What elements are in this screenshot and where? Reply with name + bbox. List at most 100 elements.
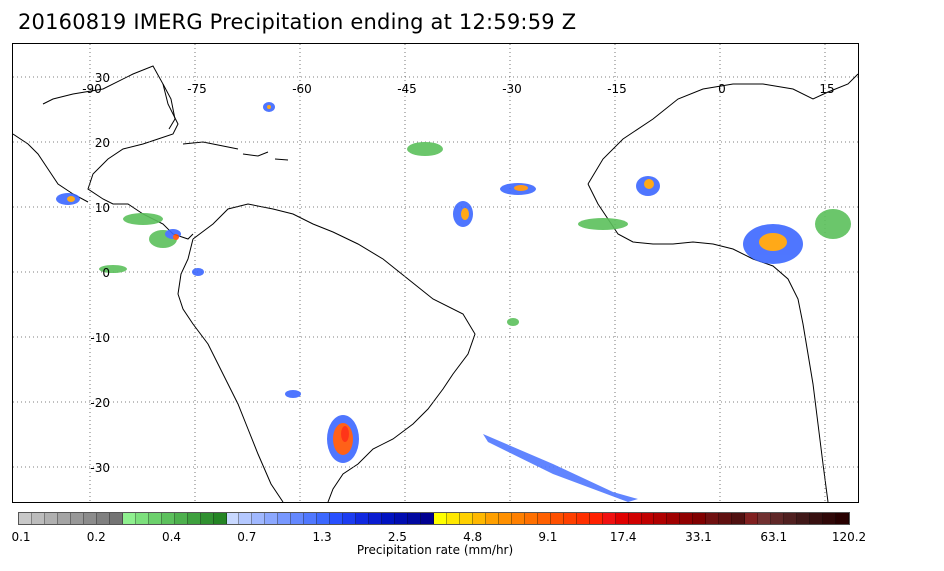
colorbar-cell [174, 513, 188, 524]
colorbar-cell [382, 513, 396, 524]
colorbar-cell [693, 513, 707, 524]
colorbar-cell [615, 513, 629, 524]
longitude-label: -75 [187, 82, 207, 96]
map-canvas: -90 -75 -60 -45 -30 -15 0 15 30 20 10 0 -10 -20 -30 [13, 44, 858, 502]
colorbar-cell [317, 513, 331, 524]
colorbar-cell [31, 513, 45, 524]
colorbar-cell [719, 513, 733, 524]
longitude-label: 0 [718, 82, 726, 96]
colorbar-cell [550, 513, 564, 524]
latitude-label: -10 [90, 331, 110, 345]
colorbar-cell [291, 513, 305, 524]
coastlines [13, 65, 858, 502]
colorbar-cell [732, 513, 746, 524]
colorbar-cell [459, 513, 473, 524]
latitude-label: 10 [95, 201, 110, 215]
colorbar-cell [823, 513, 837, 524]
colorbar-cell [797, 513, 811, 524]
longitude-label: -60 [292, 82, 312, 96]
colorbar-cell [187, 513, 201, 524]
graticule [13, 44, 858, 502]
colorbar-cell [239, 513, 253, 524]
longitude-labels: -90 -75 -60 -45 -30 -15 0 15 [82, 82, 834, 96]
colorbar-tick-label: 17.4 [609, 530, 637, 544]
colorbar-cell [252, 513, 266, 524]
colorbar-tick-label: 0.7 [237, 530, 257, 544]
colorbar-cell [421, 513, 434, 524]
colorbar-cell [57, 513, 71, 524]
colorbar-cell [369, 513, 383, 524]
colorbar-cell [83, 513, 97, 524]
precipitation-map: -90 -75 -60 -45 -30 -15 0 15 30 20 10 0 -10 -20 -30 [12, 43, 859, 503]
longitude-label: -90 [82, 82, 102, 96]
colorbar-cell [576, 513, 590, 524]
colorbar-cell [96, 513, 110, 524]
colorbar-cell [343, 513, 357, 524]
colorbar-cell [654, 513, 668, 524]
colorbar-tick-label: 9.1 [538, 530, 558, 544]
colorbar-cell [70, 513, 84, 524]
colorbar-cell [667, 513, 681, 524]
latitude-label: 0 [102, 266, 110, 280]
colorbar-cell [537, 513, 551, 524]
colorbar-cell [628, 513, 642, 524]
colorbar-cell [19, 513, 32, 524]
colorbar-cell [745, 513, 759, 524]
colorbar-cell [472, 513, 486, 524]
colorbar-tick-label: 33.1 [685, 530, 712, 544]
colorbar-cell [680, 513, 694, 524]
longitude-label: -15 [607, 82, 627, 96]
colorbar-cell [408, 513, 422, 524]
colorbar-tick-label: 0.4 [161, 530, 182, 544]
colorbar-cell [109, 513, 123, 524]
latitude-label: -30 [90, 461, 110, 475]
colorbar-cell [485, 513, 499, 524]
colorbar-cell [148, 513, 162, 524]
colorbar-cell [278, 513, 292, 524]
colorbar-cell [498, 513, 512, 524]
map-title: 20160819 IMERG Precipitation ending at 1… [18, 10, 577, 34]
colorbar-cell [524, 513, 538, 524]
colorbar-cell [446, 513, 460, 524]
longitude-label: -45 [397, 82, 417, 96]
colorbar [18, 512, 850, 525]
colorbar-cell [304, 513, 318, 524]
latitude-label: 30 [95, 71, 110, 85]
latitude-labels: 30 20 10 0 -10 -20 -30 [90, 71, 110, 475]
colorbar-title: Precipitation rate (mm/hr) [356, 543, 514, 557]
longitude-label: 15 [819, 82, 834, 96]
colorbar-cell [784, 513, 798, 524]
colorbar-cell [122, 513, 136, 524]
colorbar-cell [563, 513, 577, 524]
colorbar-cell [511, 513, 525, 524]
precipitation-cells [56, 102, 851, 502]
colorbar-tick-label: 63.1 [760, 530, 788, 544]
colorbar-cell [395, 513, 409, 524]
colorbar-tick-label: 0.2 [86, 530, 106, 544]
colorbar-cell [161, 513, 175, 524]
colorbar-cell [836, 513, 849, 524]
colorbar-cell [213, 513, 227, 524]
colorbar-cell [810, 513, 824, 524]
colorbar-cell [706, 513, 720, 524]
colorbar-tick-label: 1.3 [312, 530, 332, 544]
longitude-label: -30 [502, 82, 522, 96]
colorbar-cell [330, 513, 344, 524]
colorbar-cell [226, 513, 240, 524]
colorbar-cell [589, 513, 603, 524]
colorbar-cell [434, 513, 447, 524]
colorbar-cell [758, 513, 772, 524]
colorbar-cell [44, 513, 58, 524]
colorbar-cell [135, 513, 149, 524]
colorbar-tick-label: 120.2 [831, 530, 867, 544]
colorbar-tick-label: 0.1 [11, 530, 31, 544]
colorbar-cell [265, 513, 279, 524]
colorbar-tick-label: 4.8 [463, 530, 483, 544]
colorbar-tick-label: 2.5 [387, 530, 407, 544]
latitude-label: -20 [90, 396, 110, 410]
colorbar-cell [771, 513, 785, 524]
colorbar-cell [356, 513, 370, 524]
colorbar-cell [641, 513, 655, 524]
colorbar-cell [200, 513, 214, 524]
latitude-label: 20 [95, 136, 110, 150]
